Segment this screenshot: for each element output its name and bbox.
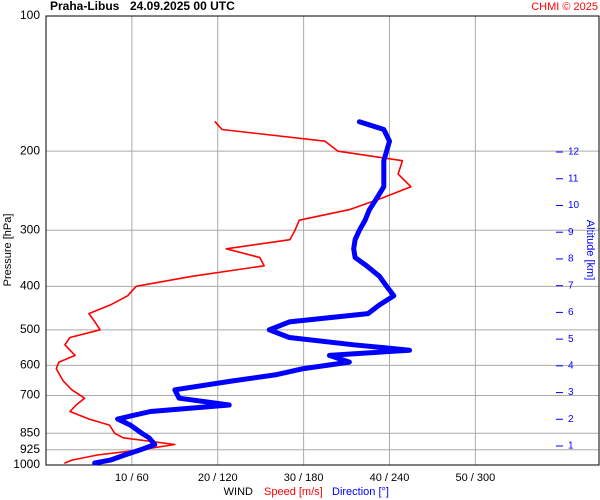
y2-tick-label: 8	[568, 254, 574, 265]
y2-tick-label: 4	[568, 360, 574, 371]
series-line	[55, 121, 412, 464]
x-tick-label: 20 / 120	[198, 472, 238, 484]
credit: CHMI © 2025	[531, 1, 598, 13]
series-line	[92, 119, 412, 466]
y-tick-label: 1000	[13, 457, 40, 471]
y-tick-label: 500	[20, 322, 40, 336]
y2-tick-label: 3	[568, 387, 574, 398]
y2-tick-label: 6	[568, 307, 574, 318]
chart-title: Praha-Libus	[50, 0, 120, 13]
x-tick-label: 10 / 60	[115, 472, 149, 484]
y2-tick-label: 7	[568, 280, 574, 291]
y-axis-label: Pressure [hPa]	[2, 214, 14, 287]
y-tick-label: 100	[20, 8, 40, 22]
chart-subtitle: 24.09.2025 00 UTC	[130, 0, 235, 13]
y2-tick-label: 2	[568, 414, 574, 425]
x-tick-label: 50 / 300	[455, 472, 495, 484]
x-tick-label: 30 / 180	[284, 472, 324, 484]
y2-tick-label: 1	[568, 441, 574, 452]
y2-tick-label: 10	[568, 200, 580, 211]
y-tick-label: 850	[20, 425, 40, 439]
x-axis-label: WIND	[224, 486, 253, 498]
y2-tick-label: 12	[568, 147, 580, 158]
y-tick-label: 300	[20, 222, 40, 236]
y2-tick-label: 11	[568, 173, 579, 184]
y2-axis-label: Altitude [km]	[584, 220, 596, 281]
y-tick-label: 200	[20, 143, 40, 157]
legend-direction: Direction [°]	[332, 486, 389, 498]
y-tick-label: 400	[20, 278, 40, 292]
y-tick-label: 600	[20, 358, 40, 372]
y-tick-label: 700	[20, 388, 40, 402]
y-tick-label: 925	[20, 442, 40, 456]
plot-frame	[45, 15, 600, 466]
y2-tick-label: 5	[568, 334, 574, 345]
y2-tick-label: 9	[568, 227, 574, 238]
x-tick-label: 40 / 240	[370, 472, 410, 484]
legend-speed: Speed [m/s]	[264, 486, 323, 498]
